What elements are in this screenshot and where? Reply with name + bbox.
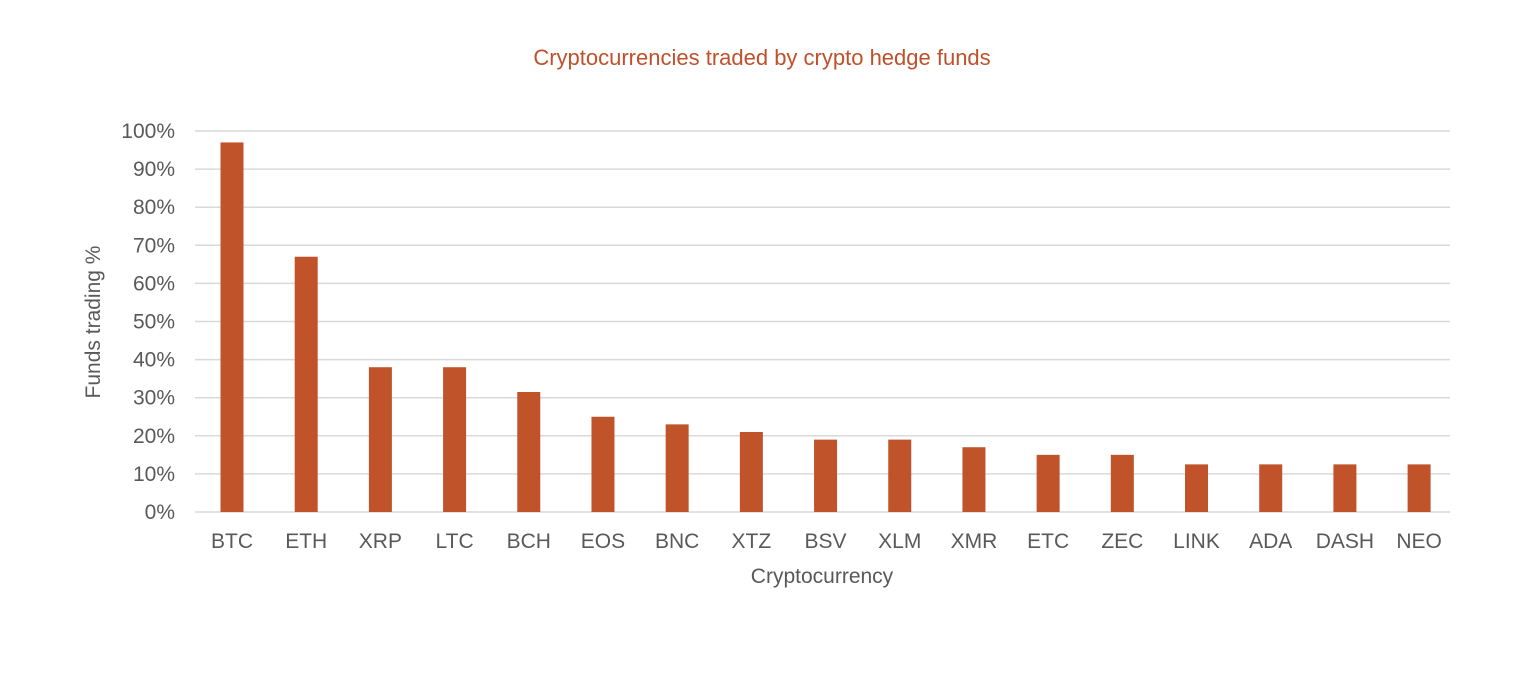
x-tick-label: XRP [359, 530, 402, 553]
x-axis-ticks: BTC ETH XRP LTC BCH EOS BNC XTZ BSV XLM XMR ETC ZEC L… [211, 530, 1442, 553]
x-tick-label: NEO [1396, 530, 1442, 553]
x-tick-label: BSV [805, 530, 847, 553]
y-tick-label: 20% [133, 425, 175, 448]
bar-ada [1259, 464, 1283, 512]
y-tick-label: 70% [133, 234, 175, 257]
x-tick-label: XTZ [732, 530, 772, 553]
bar-xlm [888, 439, 912, 512]
y-tick-label: 50% [133, 311, 175, 334]
y-tick-label: 80% [133, 196, 175, 219]
bar-eth [294, 256, 318, 512]
x-tick-label: LINK [1173, 530, 1220, 553]
x-tick-label: ADA [1249, 530, 1292, 553]
x-tick-label: BTC [211, 530, 253, 553]
y-axis-title: Funds trading % [82, 246, 105, 399]
x-tick-label: ETH [285, 530, 327, 553]
bar-xmr [962, 447, 986, 512]
y-tick-label: 30% [133, 387, 175, 410]
x-axis-title: Cryptocurrency [751, 565, 894, 588]
y-tick-label: 90% [133, 158, 175, 181]
bar-eos [591, 416, 615, 512]
gridlines [195, 130, 1450, 513]
y-tick-label: 40% [133, 349, 175, 372]
bar-bch [517, 391, 541, 512]
bar-bnc [665, 424, 689, 512]
x-tick-label: XMR [951, 530, 998, 553]
y-tick-label: 0% [145, 501, 175, 524]
x-tick-label: ETC [1027, 530, 1069, 553]
x-tick-label: ZEC [1101, 530, 1143, 553]
x-tick-label: BNC [655, 530, 699, 553]
bar-xtz [739, 431, 763, 512]
y-tick-label: 10% [133, 463, 175, 486]
x-tick-label: LTC [436, 530, 474, 553]
bar-link [1185, 464, 1209, 512]
bar-xrp [368, 367, 392, 512]
bar-dash [1333, 464, 1357, 512]
x-tick-label: XLM [878, 530, 921, 553]
y-tick-label: 100% [121, 120, 175, 143]
x-tick-label: EOS [581, 530, 625, 553]
bar-bsv [814, 439, 838, 512]
bar-zec [1110, 454, 1134, 512]
x-tick-label: BCH [507, 530, 551, 553]
bars [220, 142, 1431, 512]
chart-title: Cryptocurrencies traded by crypto hedge … [533, 45, 990, 70]
bar-btc [220, 142, 244, 512]
bar-neo [1407, 464, 1431, 512]
bar-ltc [443, 367, 467, 512]
x-tick-label: DASH [1316, 530, 1374, 553]
y-axis-ticks: 0% 10% 20% 30% 40% 50% 60% 70% 80% 90% 100% [121, 120, 175, 524]
bar-etc [1036, 454, 1060, 512]
y-tick-label: 60% [133, 272, 175, 295]
